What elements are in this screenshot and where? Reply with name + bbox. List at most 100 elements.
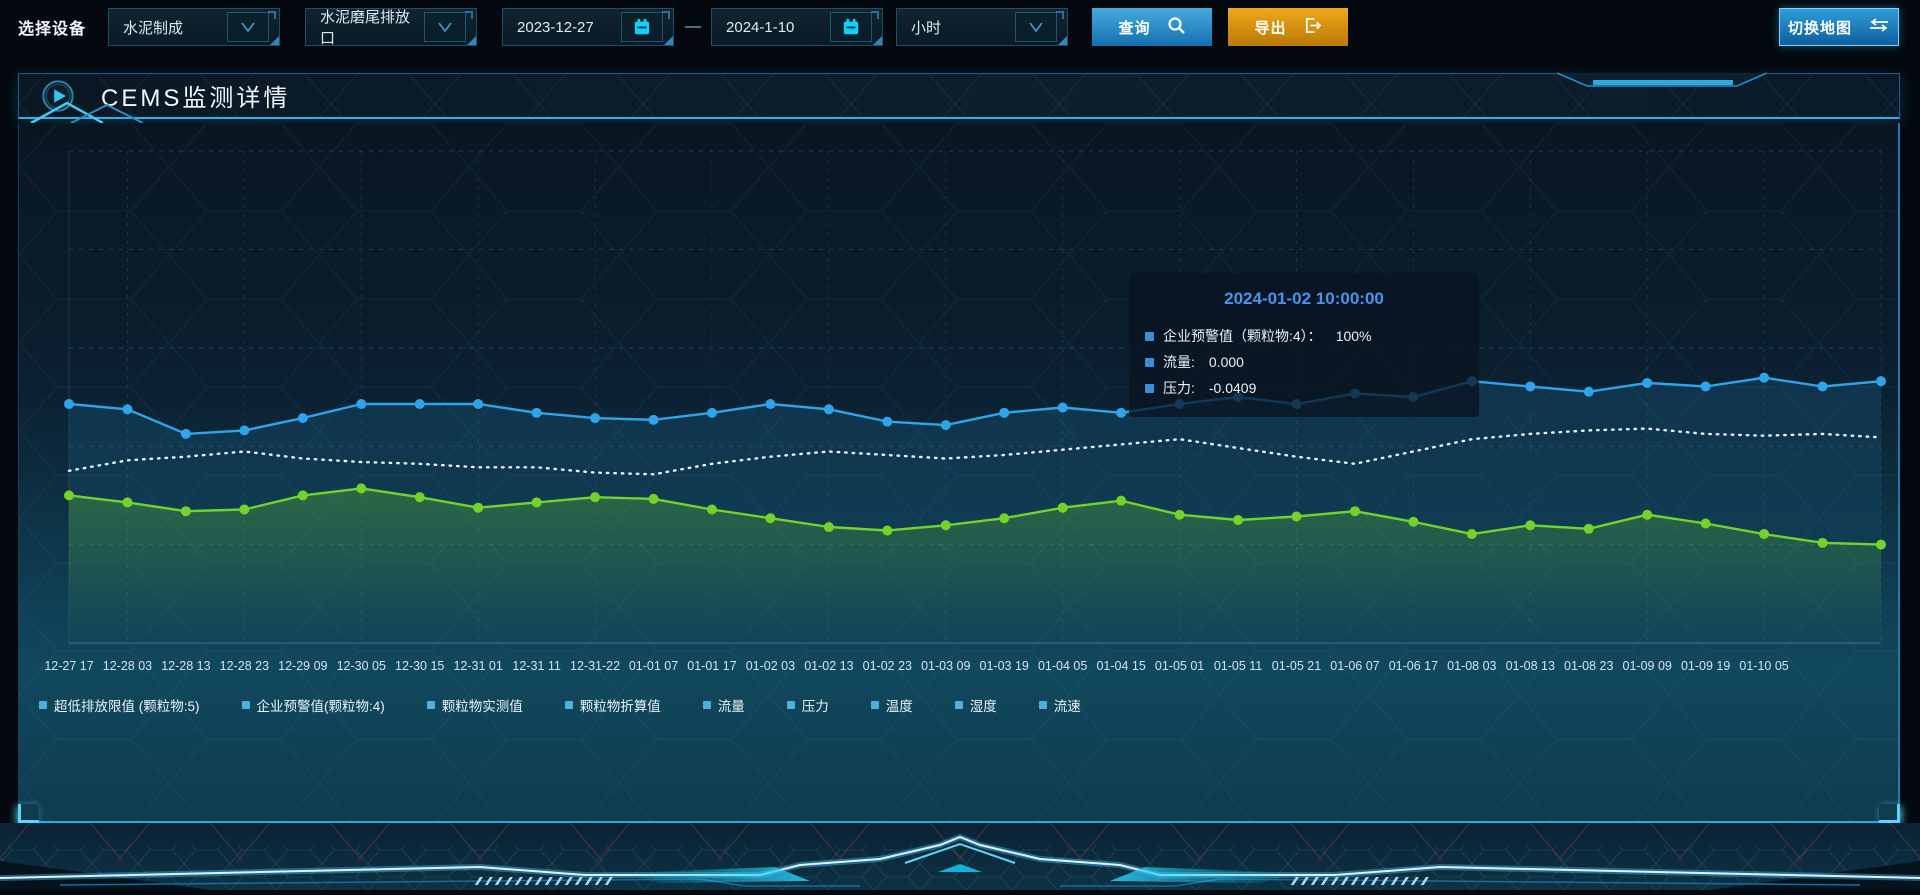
x-axis-label: 01-02 23 bbox=[863, 659, 912, 673]
calendar-icon bbox=[830, 12, 872, 42]
panel-corner-bracket-left bbox=[18, 804, 39, 823]
chevron-down-icon bbox=[227, 12, 269, 42]
x-axis-label: 01-06 07 bbox=[1330, 659, 1379, 673]
legend-label: 温度 bbox=[886, 695, 913, 715]
outlet-select[interactable]: 水泥磨尾排放口 bbox=[305, 8, 477, 46]
x-axis-label: 01-08 13 bbox=[1506, 659, 1555, 673]
legend-label: 超低排放限值 (颗粒物:5) bbox=[54, 695, 200, 715]
export-icon bbox=[1303, 16, 1322, 39]
legend-item[interactable]: 颗粒物实测值 bbox=[427, 695, 523, 715]
outlet-value: 水泥磨尾排放口 bbox=[320, 6, 424, 48]
tooltip-timestamp: 2024-01-02 10:00:00 bbox=[1145, 289, 1463, 309]
tooltip-row: 压力: -0.0409 bbox=[1145, 375, 1463, 401]
chart-tooltip: 2024-01-02 10:00:00 企业预警值（颗粒物:4）：100%流量:… bbox=[1129, 273, 1479, 417]
tooltip-row: 企业预警值（颗粒物:4）： 100% bbox=[1145, 323, 1463, 349]
x-axis-label: 12-30 15 bbox=[395, 659, 444, 673]
legend-label: 压力 bbox=[802, 695, 829, 715]
tooltip-series-value: 100% bbox=[1336, 323, 1372, 349]
query-button[interactable]: 查询 bbox=[1092, 8, 1212, 46]
legend-item[interactable]: 流量 bbox=[703, 695, 745, 715]
device-type-select[interactable]: 水泥制成 bbox=[108, 8, 280, 46]
legend-marker bbox=[955, 701, 963, 709]
interval-select[interactable]: 小时 bbox=[896, 8, 1068, 46]
start-date-input[interactable]: 2023-12-27 bbox=[502, 8, 674, 46]
device-type-value: 水泥制成 bbox=[123, 17, 183, 38]
legend-item[interactable]: 温度 bbox=[871, 695, 913, 715]
tooltip-series-name: 流量: bbox=[1163, 349, 1195, 375]
x-axis-label: 01-02 13 bbox=[804, 659, 853, 673]
x-axis-label: 12-31 11 bbox=[512, 659, 560, 673]
legend-item[interactable]: 企业预警值(颗粒物:4) bbox=[242, 695, 385, 715]
legend-marker bbox=[871, 701, 879, 709]
x-axis-label: 12-28 13 bbox=[161, 659, 210, 673]
x-axis-label: 01-03 19 bbox=[980, 659, 1029, 673]
legend-item[interactable]: 颗粒物折算值 bbox=[565, 695, 661, 715]
query-button-label: 查询 bbox=[1119, 17, 1151, 38]
legend-marker bbox=[242, 701, 250, 709]
search-icon bbox=[1167, 16, 1186, 39]
x-axis-label: 01-01 07 bbox=[629, 659, 678, 673]
header-left-decoration bbox=[27, 97, 157, 125]
x-axis-label: 12-29 09 bbox=[278, 659, 327, 673]
tooltip-series-marker bbox=[1145, 384, 1154, 393]
x-axis-label: 12-31-22 bbox=[570, 659, 620, 673]
device-select-label: 选择设备 bbox=[18, 15, 86, 39]
tooltip-series-value: -0.0409 bbox=[1209, 375, 1256, 401]
x-axis-label: 01-09 09 bbox=[1623, 659, 1672, 673]
tooltip-series-value: 0.000 bbox=[1209, 349, 1244, 375]
end-date-input[interactable]: 2024-1-10 bbox=[711, 8, 883, 46]
x-axis-label: 01-08 03 bbox=[1447, 659, 1496, 673]
legend-label: 颗粒物折算值 bbox=[580, 695, 661, 715]
x-axis-label: 01-03 09 bbox=[921, 659, 970, 673]
start-date-value: 2023-12-27 bbox=[517, 19, 594, 36]
tooltip-series-name: 企业预警值（颗粒物:4）： bbox=[1163, 323, 1322, 349]
x-axis-label: 01-06 17 bbox=[1389, 659, 1438, 673]
switch-map-label: 切换地图 bbox=[1788, 17, 1852, 38]
panel-corner-bracket-right bbox=[1879, 804, 1900, 823]
date-range-separator: — bbox=[685, 18, 701, 36]
tooltip-series-marker bbox=[1145, 358, 1154, 367]
tooltip-row: 流量: 0.000 bbox=[1145, 349, 1463, 375]
switch-map-button[interactable]: 切换地图 bbox=[1779, 8, 1899, 46]
tooltip-series-marker bbox=[1145, 332, 1154, 341]
legend-label: 颗粒物实测值 bbox=[442, 695, 523, 715]
x-axis-label: 01-04 05 bbox=[1038, 659, 1087, 673]
legend-label: 企业预警值(颗粒物:4) bbox=[257, 695, 385, 715]
x-axis-label: 12-27 17 bbox=[44, 659, 93, 673]
x-axis-label: 01-05 21 bbox=[1272, 659, 1321, 673]
legend-label: 流速 bbox=[1054, 695, 1081, 715]
legend-marker bbox=[39, 701, 47, 709]
legend-item[interactable]: 压力 bbox=[787, 695, 829, 715]
header-right-decoration bbox=[1557, 72, 1767, 92]
panel-header: CEMS监测详情 bbox=[18, 73, 1900, 119]
x-axis-label: 12-28 23 bbox=[220, 659, 269, 673]
chevron-down-icon bbox=[1015, 12, 1057, 42]
export-button[interactable]: 导出 bbox=[1228, 8, 1348, 46]
calendar-icon bbox=[621, 12, 663, 42]
swap-arrows-icon bbox=[1868, 18, 1890, 36]
footer-decoration bbox=[0, 823, 1920, 890]
legend-item[interactable]: 流速 bbox=[1039, 695, 1081, 715]
x-axis-label: 12-30 05 bbox=[337, 659, 386, 673]
chart-legend: 超低排放限值 (颗粒物:5) 企业预警值(颗粒物:4) 颗粒物实测值 颗粒物折算值 流量… bbox=[39, 695, 1081, 715]
legend-label: 湿度 bbox=[970, 695, 997, 715]
tooltip-series-name: 压力: bbox=[1163, 375, 1195, 401]
x-axis-label: 01-09 19 bbox=[1681, 659, 1730, 673]
legend-marker bbox=[565, 701, 573, 709]
export-button-label: 导出 bbox=[1255, 17, 1287, 38]
x-axis-label: 01-04 15 bbox=[1096, 659, 1145, 673]
x-axis-label: 01-05 11 bbox=[1214, 659, 1262, 673]
x-axis-label: 01-05 01 bbox=[1155, 659, 1204, 673]
chevron-down-icon bbox=[424, 12, 466, 42]
legend-item[interactable]: 湿度 bbox=[955, 695, 997, 715]
x-axis-label: 01-01 17 bbox=[687, 659, 736, 673]
x-axis-label: 01-10 05 bbox=[1739, 659, 1788, 673]
interval-value: 小时 bbox=[911, 17, 941, 38]
legend-label: 流量 bbox=[718, 695, 745, 715]
legend-item[interactable]: 超低排放限值 (颗粒物:5) bbox=[39, 695, 200, 715]
toolbar: 选择设备 水泥制成 水泥磨尾排放口 2023-12-27 — 2024-1-10… bbox=[0, 6, 1920, 48]
legend-marker bbox=[427, 701, 435, 709]
legend-marker bbox=[787, 701, 795, 709]
